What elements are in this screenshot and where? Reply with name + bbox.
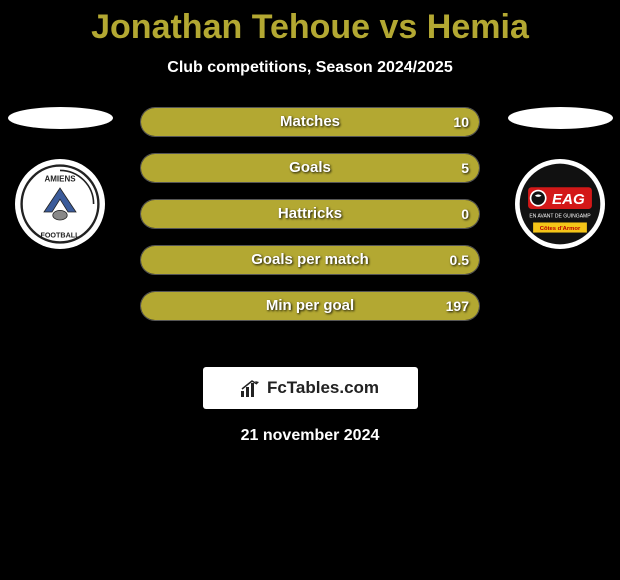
- stat-bar: Matches10: [140, 107, 480, 137]
- player-left-slot: AMIENS FOOTBALL: [5, 107, 115, 249]
- bar-label: Matches: [141, 108, 479, 136]
- date-text: 21 november 2024: [0, 427, 620, 445]
- svg-text:AMIENS: AMIENS: [44, 175, 76, 184]
- bar-label: Min per goal: [141, 292, 479, 320]
- bar-value-right: 0.5: [450, 246, 469, 274]
- brand-box[interactable]: FcTables.com: [203, 367, 418, 409]
- player-right-placeholder: [508, 107, 613, 129]
- svg-text:FOOTBALL: FOOTBALL: [40, 231, 80, 240]
- svg-text:EN AVANT DE GUINGAMP: EN AVANT DE GUINGAMP: [529, 213, 591, 219]
- bar-value-right: 0: [461, 200, 469, 228]
- comparison-panel: AMIENS FOOTBALL EAG EN AVANT DE GUINGAMP…: [0, 107, 620, 357]
- svg-text:EAG: EAG: [552, 191, 585, 208]
- bar-label: Goals: [141, 154, 479, 182]
- svg-text:Côtes d'Armor: Côtes d'Armor: [540, 226, 581, 232]
- amiens-logo-icon: AMIENS FOOTBALL: [20, 164, 100, 244]
- chart-icon: [241, 379, 261, 397]
- bar-value-right: 5: [461, 154, 469, 182]
- title-player2: Hemia: [427, 8, 529, 46]
- club-badge-right: EAG EN AVANT DE GUINGAMP Côtes d'Armor: [515, 159, 605, 249]
- player-left-placeholder: [8, 107, 113, 129]
- title-vs: vs: [370, 8, 427, 46]
- stat-bar: Min per goal197: [140, 291, 480, 321]
- subtitle: Club competitions, Season 2024/2025: [0, 59, 620, 77]
- title-player1: Jonathan Tehoue: [91, 8, 370, 46]
- player-right-slot: EAG EN AVANT DE GUINGAMP Côtes d'Armor: [505, 107, 615, 249]
- page-title: Jonathan Tehoue vs Hemia: [0, 0, 620, 47]
- bar-value-right: 197: [446, 292, 469, 320]
- stat-bar: Goals5: [140, 153, 480, 183]
- bar-label: Goals per match: [141, 246, 479, 274]
- bar-label: Hattricks: [141, 200, 479, 228]
- stat-bar: Hattricks0: [140, 199, 480, 229]
- bar-value-right: 10: [453, 108, 469, 136]
- stat-bar: Goals per match0.5: [140, 245, 480, 275]
- club-badge-left: AMIENS FOOTBALL: [15, 159, 105, 249]
- stat-bars: Matches10 Goals5 Hattricks0 Goals per match…: [140, 107, 480, 337]
- guingamp-logo-icon: EAG EN AVANT DE GUINGAMP Côtes d'Armor: [518, 162, 602, 246]
- brand-text: FcTables.com: [267, 378, 379, 398]
